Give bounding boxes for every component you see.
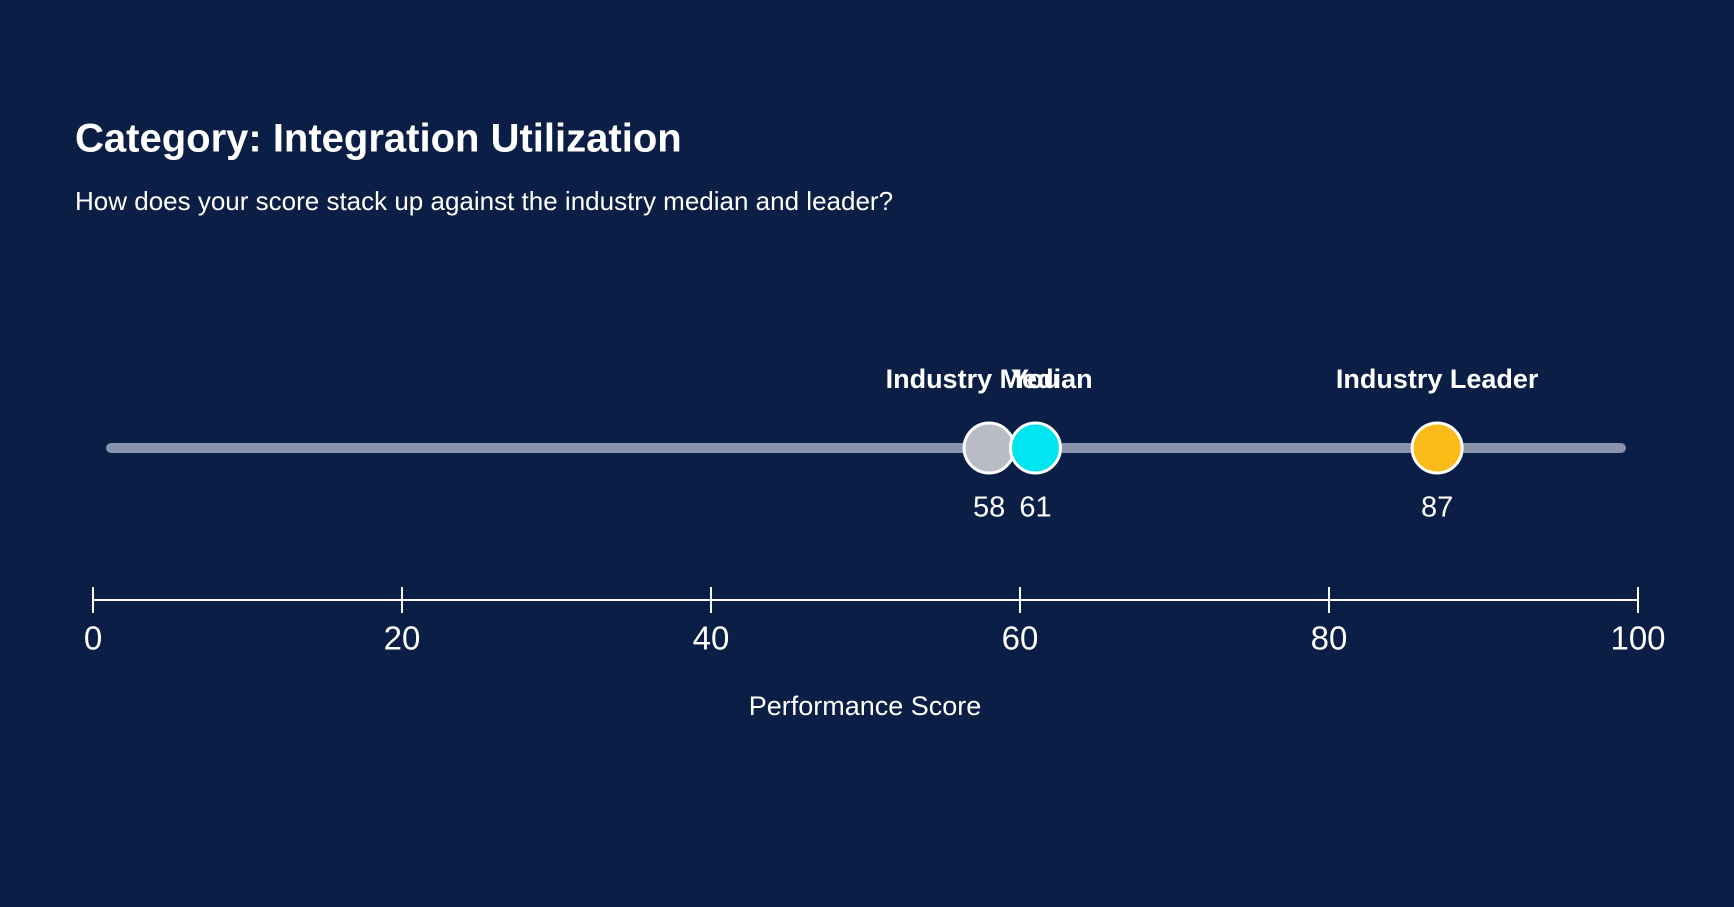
x-tick-label: 100 bbox=[1610, 620, 1665, 657]
dot-label: Industry Leader bbox=[1336, 364, 1539, 394]
value-label: 58 bbox=[973, 492, 1005, 524]
chart-title: Category: Integration Utilization bbox=[75, 117, 682, 161]
dot-label: Industry Median bbox=[886, 364, 1093, 394]
dot bbox=[1008, 421, 1062, 475]
x-tick-label: 80 bbox=[1311, 620, 1348, 657]
x-tick-label: 60 bbox=[1002, 620, 1039, 657]
dot bbox=[1410, 421, 1464, 475]
value-label: 61 bbox=[1019, 492, 1051, 524]
x-tick-label: 0 bbox=[84, 620, 102, 657]
x-tick-label: 40 bbox=[693, 620, 730, 657]
chart-subtitle: How does your score stack up against the… bbox=[75, 186, 893, 216]
dot bbox=[962, 421, 1016, 475]
dot-label: You bbox=[1011, 364, 1060, 394]
value-label: 87 bbox=[1421, 492, 1453, 524]
x-tick-label: 20 bbox=[384, 620, 421, 657]
x-axis-label: Performance Score bbox=[749, 691, 982, 721]
